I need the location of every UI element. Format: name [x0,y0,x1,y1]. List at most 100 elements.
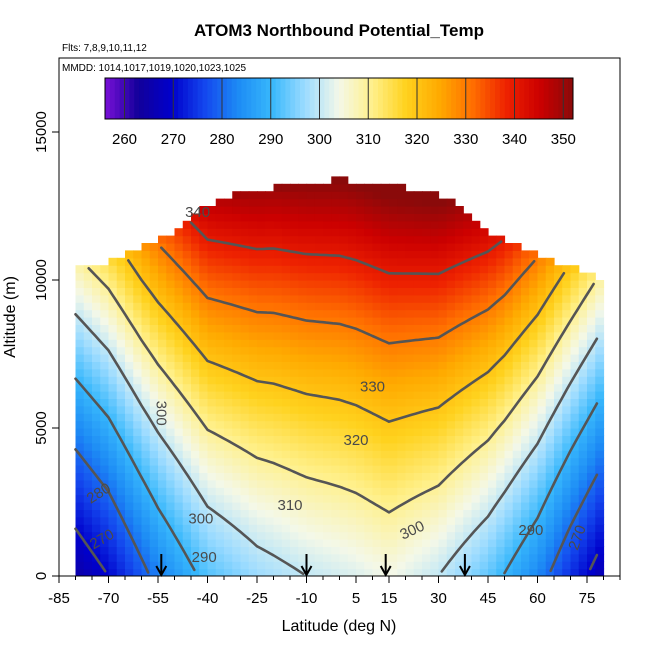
heatmap-cell [207,435,217,444]
heatmap-cell [265,198,275,207]
heatmap-cell [529,494,539,503]
heatmap-cell [166,368,176,377]
heatmap-cell [463,309,473,318]
colorbar-swatch [226,78,233,119]
heatmap-cell [562,553,572,562]
heatmap-cell [446,383,456,392]
heatmap-cell [339,457,349,466]
heatmap-cell [463,265,473,274]
heatmap-cell [347,309,357,318]
heatmap-cell [438,257,448,266]
heatmap-cell [224,405,233,414]
heatmap-cell [356,339,365,348]
heatmap-cell [141,368,151,377]
heatmap-cell [158,516,167,525]
heatmap-cell [141,250,151,259]
heatmap-cell [298,531,308,540]
heatmap-cell [75,561,85,570]
heatmap-cell [339,317,349,325]
heatmap-cell [372,287,382,296]
heatmap-cell [372,435,382,444]
heatmap-cell [562,317,572,325]
heatmap-cell [306,280,316,288]
heatmap-cell [174,339,184,348]
heatmap-cell [405,331,415,340]
heatmap-cell [339,516,349,525]
heatmap-cell [446,324,456,333]
heatmap-cell [504,502,514,510]
contour-line-280 [549,473,599,573]
heatmap-cell [545,294,555,303]
contour-label: 300 [152,401,169,426]
heatmap-cell [512,413,522,422]
heatmap-cell [595,287,605,296]
heatmap-cell [125,265,134,274]
heatmap-cell [521,487,530,496]
heatmap-cell [537,524,547,533]
heatmap-cell [248,361,258,370]
heatmap-cell [116,450,126,459]
heatmap-cell [290,487,299,496]
heatmap-cell [347,183,357,192]
heatmap-cell [521,361,530,370]
heatmap-cell [430,280,440,288]
heatmap-cell [471,457,481,466]
heatmap-cell [166,472,176,481]
heatmap-cell [290,302,299,311]
heatmap-cell [380,428,390,436]
heatmap-cell [273,280,283,288]
heatmap-cell [512,487,522,496]
heatmap-cell [496,383,506,392]
heatmap-cell [380,309,390,318]
heatmap-cell [455,524,464,533]
colorbar-swatch [246,78,252,119]
heatmap-cell [438,420,448,429]
heatmap-cell [488,413,497,422]
heatmap-cell [298,391,308,399]
heatmap-cell [562,524,572,533]
heatmap-cell [595,546,605,555]
heatmap-cell [554,487,563,496]
heatmap-cell [578,309,588,318]
heatmap-cell [446,420,456,429]
heatmap-cell [537,568,547,576]
heatmap-cell [273,302,283,311]
heatmap-cell [545,354,555,362]
heatmap-cell [595,465,605,473]
colorbar: 260 270 280 290 300 310 320 330 340 350 [104,77,576,148]
heatmap-cell [356,383,365,392]
heatmap-cell [570,368,580,377]
heatmap-cell [521,376,530,385]
heatmap-cell [496,302,506,311]
heatmap-cell [199,391,209,399]
heatmap-cell [446,531,456,540]
heatmap-cell [430,324,440,333]
heatmap-cell [545,309,555,318]
heatmap-cell [372,317,382,325]
heatmap-cell [182,243,192,251]
heatmap-cell [488,398,497,407]
heatmap-cell [257,280,266,288]
heatmap-cell [529,516,539,525]
heatmap-cell [471,294,481,303]
heatmap-cell [364,539,374,547]
heatmap-cell [578,317,588,325]
heatmap-cell [504,546,514,555]
heatmap-cell [240,435,250,444]
heatmap-cell [75,465,85,473]
heatmap-cell [488,354,497,362]
heatmap-cell [488,309,497,318]
heatmap-cell [397,553,407,562]
heatmap-cell [298,457,308,466]
heatmap-cell [562,302,572,311]
colorbar-swatch [553,78,559,119]
heatmap-cell [463,428,473,436]
heatmap-cell [562,420,572,429]
heatmap-cell [108,539,118,547]
heatmap-cell [298,206,308,214]
heatmap-cell [430,361,440,370]
heatmap-cell [265,243,275,251]
heatmap-cell [529,405,539,414]
heatmap-cell [174,391,184,399]
